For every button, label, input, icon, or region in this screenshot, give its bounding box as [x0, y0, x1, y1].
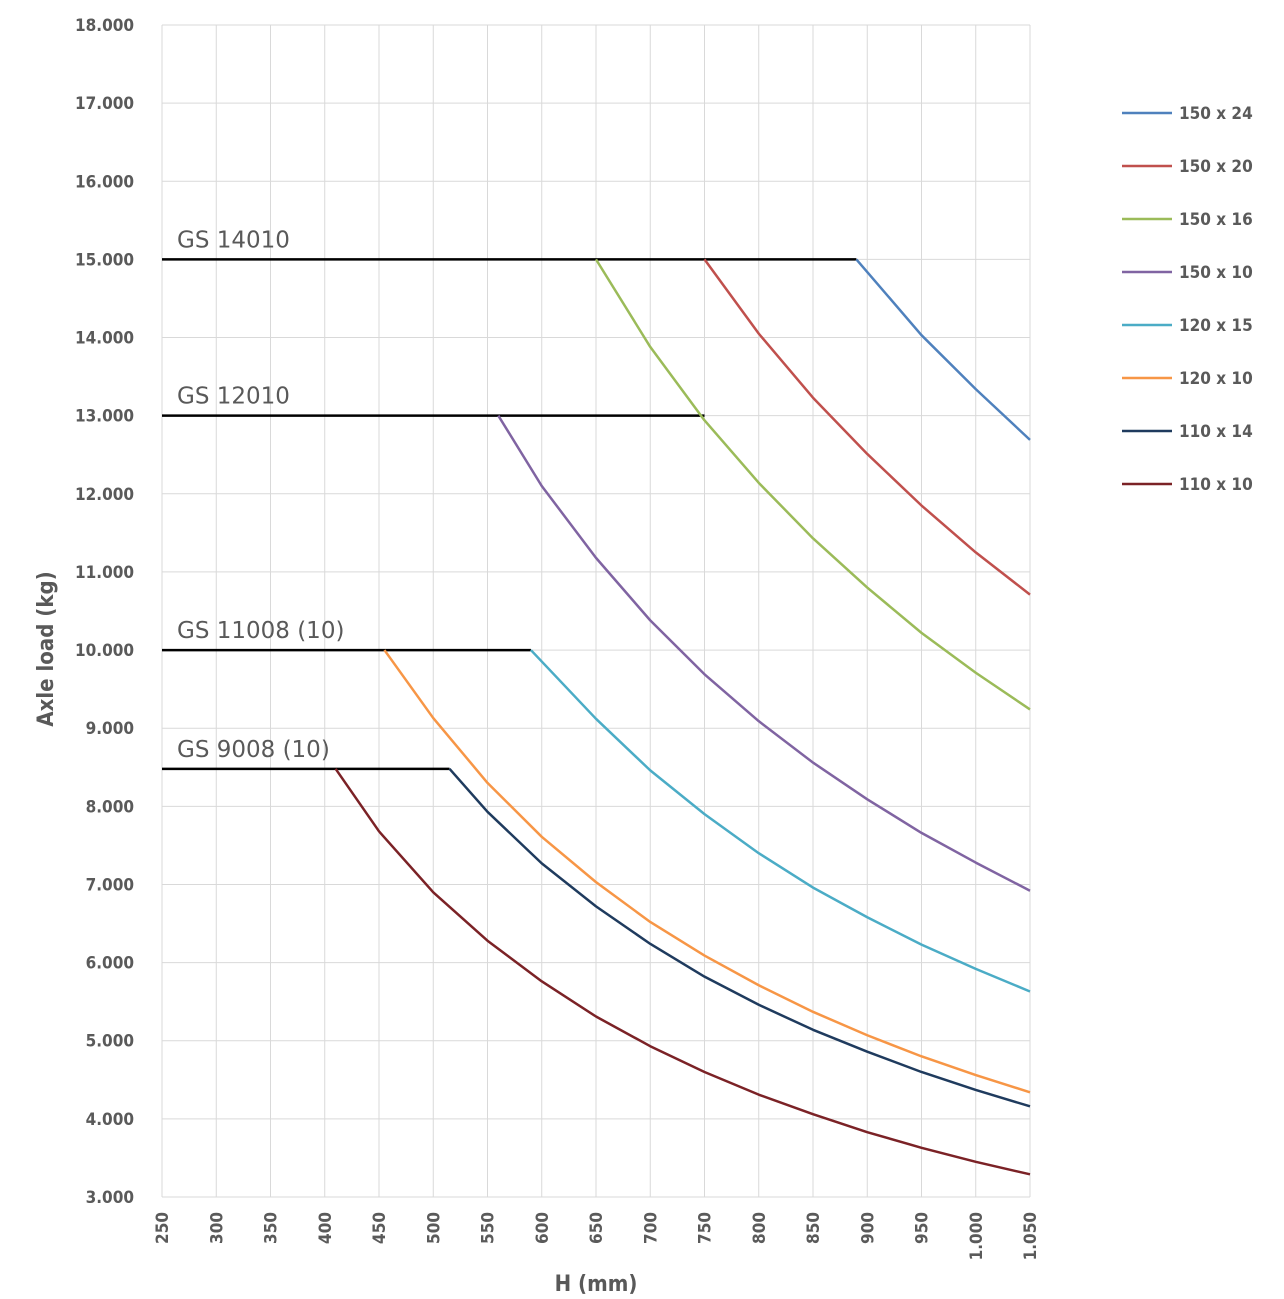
- x-tick-label: 750: [696, 1212, 716, 1244]
- series-line-3: [497, 415, 1031, 892]
- y-tick-label: 3.000: [86, 1188, 134, 1208]
- x-tick-label: 550: [479, 1212, 499, 1244]
- x-tick-label: 450: [370, 1212, 390, 1244]
- x-tick-label: 1.050: [1021, 1212, 1041, 1260]
- x-tick-label: 1.000: [967, 1212, 987, 1260]
- series-line-4: [529, 649, 1031, 993]
- y-tick-label: 17.000: [75, 94, 134, 114]
- x-tick-labels: 250 300 350 400 450 500 550 600 650 700 750 800 850 9…: [153, 1212, 1041, 1260]
- x-axis-title: H (mm): [555, 1272, 638, 1297]
- y-tick-label: 12.000: [75, 485, 134, 505]
- annotation-label: GS 11008 (10): [177, 618, 344, 644]
- series-lines: [334, 258, 1031, 1176]
- x-tick-label: 250: [153, 1212, 173, 1244]
- annotation-label: GS 12010: [177, 384, 290, 410]
- legend-label: 110 x 10: [1179, 475, 1253, 495]
- y-tick-label: 8.000: [86, 797, 134, 817]
- x-tick-label: 350: [262, 1212, 282, 1244]
- legend-label: 150 x 16: [1179, 210, 1253, 230]
- series-line-6: [448, 768, 1031, 1108]
- legend-label: 120 x 10: [1179, 369, 1253, 389]
- x-tick-label: 300: [207, 1212, 227, 1244]
- y-tick-label: 13.000: [75, 407, 134, 427]
- y-tick-label: 7.000: [86, 875, 134, 895]
- legend-label: 150 x 24: [1179, 104, 1253, 124]
- annotation-label: GS 9008 (10): [177, 737, 330, 763]
- legend-label: 120 x 15: [1179, 316, 1253, 336]
- x-tick-label: 800: [750, 1212, 770, 1244]
- x-tick-label: 950: [913, 1212, 933, 1244]
- y-tick-label: 5.000: [86, 1032, 134, 1052]
- annotation-lines: GS 14010 GS 12010 GS 11008 (10) GS 9008 (10…: [162, 227, 857, 771]
- y-tick-label: 15.000: [75, 250, 134, 270]
- y-tick-label: 4.000: [86, 1110, 134, 1130]
- y-tick-label: 9.000: [86, 719, 134, 739]
- series-line-1: [703, 258, 1031, 596]
- y-tick-label: 18.000: [75, 16, 134, 36]
- x-tick-label: 500: [424, 1212, 444, 1244]
- series-line-5: [383, 649, 1031, 1094]
- y-tick-labels: 3.000 4.000 5.000 6.000 7.000 8.000 9.000 10.00…: [75, 16, 134, 1208]
- y-tick-label: 16.000: [75, 172, 134, 192]
- series-line-2: [594, 258, 1031, 711]
- series-line-0: [855, 258, 1031, 441]
- legend-label: 150 x 20: [1179, 157, 1253, 177]
- x-tick-label: 850: [804, 1212, 824, 1244]
- series-line-7: [334, 768, 1031, 1176]
- x-tick-label: 400: [316, 1212, 336, 1244]
- y-tick-label: 10.000: [75, 641, 134, 661]
- grid-lines: [161, 24, 1031, 1198]
- legend: 150 x 24 150 x 20 150 x 16 150 x 10 120 x 15…: [1122, 104, 1253, 495]
- y-tick-label: 6.000: [86, 954, 134, 974]
- annotation-label: GS 14010: [177, 227, 290, 253]
- y-tick-label: 14.000: [75, 329, 134, 349]
- y-axis-title: Axle load (kg): [34, 571, 59, 726]
- x-tick-label: 650: [587, 1212, 607, 1244]
- legend-label: 110 x 14: [1179, 422, 1253, 442]
- y-tick-label: 11.000: [75, 563, 134, 583]
- legend-label: 150 x 10: [1179, 263, 1253, 283]
- x-tick-label: 600: [533, 1212, 553, 1244]
- x-tick-label: 900: [858, 1212, 878, 1244]
- x-tick-label: 700: [641, 1212, 661, 1244]
